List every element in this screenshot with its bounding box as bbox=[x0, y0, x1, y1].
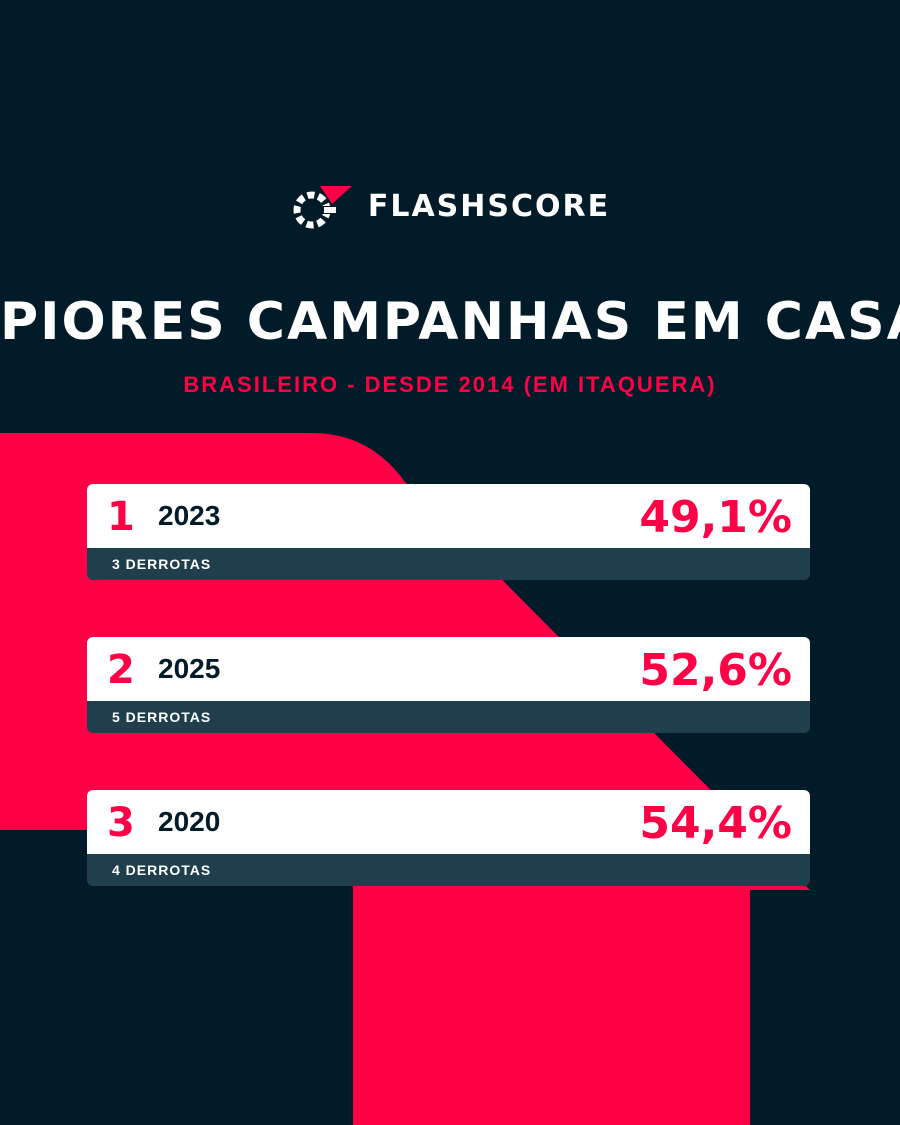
rank-number: 1 bbox=[107, 494, 135, 540]
performance-percentage: 52,6% bbox=[639, 645, 792, 696]
flashscore-logo-icon bbox=[293, 186, 352, 229]
page-title: PIORES CAMPANHAS EM CASA bbox=[0, 292, 900, 352]
performance-percentage: 54,4% bbox=[639, 798, 792, 849]
defeats-count: 5 DERROTAS bbox=[87, 701, 810, 733]
brand-name: FLASHSCORE bbox=[367, 188, 611, 224]
defeats-count: 3 DERROTAS bbox=[87, 548, 810, 580]
page-subtitle: BRASILEIRO - DESDE 2014 (EM ITAQUERA) bbox=[183, 372, 717, 397]
rank-number: 3 bbox=[107, 800, 135, 846]
ranking-row-main: 3 2020 54,4% bbox=[87, 790, 810, 854]
ranking-row-main: 2 2025 52,6% bbox=[87, 637, 810, 701]
ranking-row-1: 1 2023 49,1% 3 DERROTAS bbox=[87, 484, 810, 580]
defeats-count: 4 DERROTAS bbox=[87, 854, 810, 886]
ranking-row-2: 2 2025 52,6% 5 DERROTAS bbox=[87, 637, 810, 733]
season-year: 2025 bbox=[158, 653, 221, 684]
season-year: 2020 bbox=[158, 806, 221, 837]
flashscore-logo: FLASHSCORE bbox=[0, 180, 900, 232]
rank-number: 2 bbox=[107, 647, 135, 693]
ranking-row-main: 1 2023 49,1% bbox=[87, 484, 810, 548]
ranking-row-3: 3 2020 54,4% 4 DERROTAS bbox=[87, 790, 810, 886]
performance-percentage: 49,1% bbox=[639, 492, 792, 543]
season-year: 2023 bbox=[158, 500, 221, 531]
